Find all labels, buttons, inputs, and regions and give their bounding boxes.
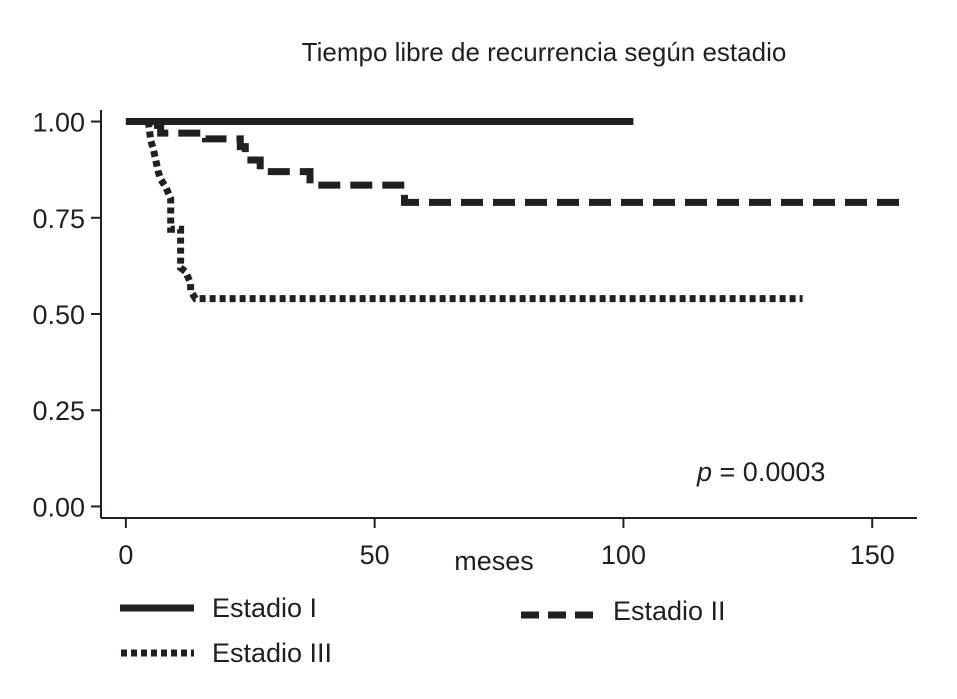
y-tick-label: 0.00 bbox=[32, 492, 85, 522]
p-value-symbol: p bbox=[696, 457, 712, 487]
y-tick-label: 0.50 bbox=[32, 300, 85, 330]
series-layer bbox=[125, 118, 907, 303]
series-line-2 bbox=[125, 118, 907, 206]
p-value-annotation: p = 0.0003 bbox=[696, 457, 825, 487]
x-tick-label: 150 bbox=[850, 540, 895, 570]
x-axis-title: meses bbox=[454, 546, 534, 576]
series-line-3 bbox=[144, 121, 803, 303]
x-tick-label: 100 bbox=[601, 540, 646, 570]
legend-label-3: Estadio III bbox=[212, 638, 332, 668]
y-tick-label: 0.25 bbox=[32, 396, 85, 426]
legend-label-2: Estadio II bbox=[613, 596, 726, 626]
y-tick-label: 0.75 bbox=[32, 204, 85, 234]
p-value-text: = 0.0003 bbox=[712, 457, 825, 487]
axes: 0.00 0.25 0.50 0.75 1.00 0 50 100 150 bbox=[32, 108, 917, 570]
x-tick-label: 0 bbox=[118, 540, 133, 570]
chart-title: Tiempo libre de recurrencia según estadi… bbox=[302, 37, 787, 67]
legend-label-1: Estadio I bbox=[212, 593, 317, 623]
legend: Estadio I Estadio II Estadio III bbox=[120, 593, 726, 668]
y-tick-label: 1.00 bbox=[32, 108, 85, 138]
x-tick-label: 50 bbox=[360, 540, 390, 570]
